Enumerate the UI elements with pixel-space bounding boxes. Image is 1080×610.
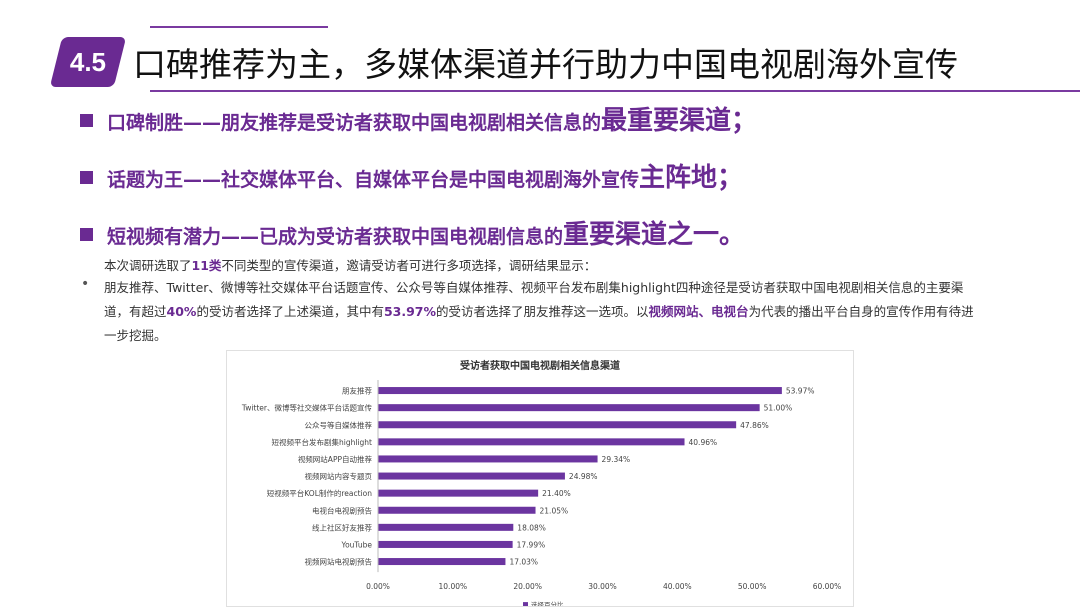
- x-tick-label: 50.00%: [738, 582, 767, 591]
- intro-highlight: 11类: [191, 258, 222, 273]
- finding-line-2: 道，有超过40%的受访者选择了上述渠道，其中有53.97%的受访者选择了朋友推荐…: [104, 301, 974, 320]
- legend-label: 选择百分比: [531, 600, 564, 606]
- section-badge: 4.5: [49, 37, 127, 87]
- data-label: 47.86%: [740, 421, 769, 430]
- x-tick-label: 40.00%: [663, 582, 692, 591]
- key-point-3: 短视频有潜力——已成为受访者获取中国电视剧信息的 重要渠道之一。: [80, 214, 745, 251]
- section-number: 4.5: [69, 46, 107, 77]
- data-label: 53.97%: [786, 387, 815, 396]
- data-label: 24.98%: [569, 472, 598, 481]
- finding-line-1: 朋友推荐、Twitter、微博等社交媒体平台话题宣传、公众号等自媒体推荐、视频平…: [104, 280, 964, 295]
- header-bottom-rule: [150, 90, 1080, 92]
- finding-highlight: 53.97%: [383, 304, 437, 319]
- x-tick-label: 10.00%: [439, 582, 468, 591]
- key-point-emphasis: 主阵地；: [639, 163, 744, 193]
- bar: [378, 506, 536, 514]
- finding-text: 的受访者选择了上述渠道，其中有: [196, 304, 384, 319]
- data-label: 21.40%: [542, 489, 571, 498]
- category-label: 短视频平台发布剧集highlight: [272, 437, 373, 447]
- x-tick-label: 30.00%: [588, 582, 617, 591]
- channel-chart: 受访者获取中国电视剧相关信息渠道朋友推荐 53.97% Twitter、微博等社交媒…: [226, 350, 854, 609]
- bar: [378, 489, 539, 497]
- key-point-lead: 话题为王——社交媒体平台、自媒体平台是中国电视剧海外宣传: [107, 169, 640, 191]
- data-label: 17.99%: [517, 540, 546, 549]
- bar: [378, 523, 514, 531]
- square-bullet-icon: [80, 228, 93, 241]
- square-bullet-icon: [80, 114, 93, 127]
- survey-intro: 本次调研选取了11类不同类型的宣传渠道，邀请受访者可进行多项选择，调研结果显示：: [104, 255, 596, 274]
- intro-text: 不同类型的宣传渠道，邀请受访者可进行多项选择，调研结果显示：: [221, 258, 597, 273]
- finding-highlight: 视频网站、电视台: [648, 304, 749, 319]
- key-point-lead: 口碑制胜——朋友推荐是受访者获取中国电视剧相关信息的: [107, 112, 602, 134]
- x-tick-label: 0.00%: [366, 582, 390, 591]
- category-label: 视频网站内容专题页: [305, 471, 373, 481]
- key-point-2: 话题为王——社交媒体平台、自媒体平台是中国电视剧海外宣传 主阵地；: [80, 157, 743, 194]
- key-point-emphasis: 最重要渠道；: [601, 106, 758, 136]
- bar: [378, 438, 685, 446]
- bar: [378, 387, 782, 395]
- bar: [378, 455, 598, 463]
- category-label: 公众号等自媒体推荐: [305, 420, 373, 430]
- category-label: 线上社区好友推荐: [312, 522, 372, 532]
- data-label: 18.08%: [517, 523, 546, 532]
- bar: [378, 421, 737, 429]
- x-tick-label: 60.00%: [813, 582, 842, 591]
- finding-text: 为代表的播出平台自身的宣传作用有待进: [748, 304, 974, 319]
- category-label: 朋友推荐: [342, 386, 372, 396]
- legend-swatch: [523, 602, 528, 608]
- chart-title: 受访者获取中国电视剧相关信息渠道: [460, 359, 620, 372]
- bar: [378, 540, 513, 548]
- category-label: 视频网站电视剧预告: [305, 557, 373, 567]
- bullet-dot-icon: •: [81, 276, 90, 292]
- bar: [378, 472, 565, 480]
- category-label: 短视频平台KOL制作的reaction: [267, 488, 372, 498]
- intro-text: 本次调研选取了: [104, 258, 192, 273]
- page-title: 口碑推荐为主，多媒体渠道并行助力中国电视剧海外宣传: [133, 45, 958, 84]
- finding-highlight: 40%: [166, 304, 197, 319]
- category-label: 电视台电视剧预告: [312, 505, 372, 515]
- category-label: Twitter、微博等社交媒体平台话题宣传: [241, 403, 373, 413]
- category-label: 视频网站APP自动推荐: [298, 454, 373, 464]
- header-top-rule: [150, 26, 328, 28]
- finding-text: 道，有超过: [104, 304, 167, 319]
- key-point-emphasis: 重要渠道之一。: [563, 220, 746, 250]
- bar: [378, 558, 506, 566]
- x-tick-label: 20.00%: [513, 582, 542, 591]
- key-point-1: 口碑制胜——朋友推荐是受访者获取中国电视剧相关信息的 最重要渠道；: [80, 100, 757, 137]
- data-label: 40.96%: [689, 438, 718, 447]
- finding-line-3: 一步挖掘。: [104, 328, 167, 343]
- bar: [378, 404, 760, 412]
- data-label: 21.05%: [540, 506, 569, 515]
- key-point-lead: 短视频有潜力——已成为受访者获取中国电视剧信息的: [107, 226, 564, 248]
- finding-text: 的受访者选择了朋友推荐这一选项。以: [436, 304, 649, 319]
- category-label: YouTube: [341, 540, 373, 549]
- data-label: 51.00%: [764, 404, 793, 413]
- data-label: 29.34%: [602, 455, 631, 464]
- data-label: 17.03%: [509, 558, 538, 567]
- square-bullet-icon: [80, 171, 93, 184]
